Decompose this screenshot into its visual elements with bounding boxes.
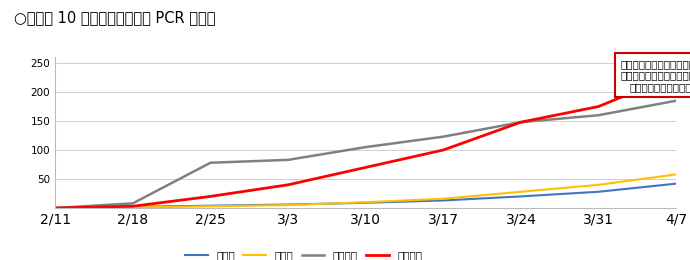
和歌山市 xyxy=(284,183,292,186)
和歌山市 xyxy=(362,166,370,169)
大阪府 xyxy=(594,183,603,186)
Line: 東京都: 東京都 xyxy=(55,184,676,208)
Line: 和歌山縣: 和歌山縣 xyxy=(55,101,676,208)
東京都 xyxy=(517,195,525,198)
東京都 xyxy=(206,204,215,207)
和歌山縣 xyxy=(284,158,292,161)
東京都 xyxy=(284,203,292,206)
Line: 和歌山市: 和歌山市 xyxy=(55,75,676,208)
和歌山市 xyxy=(594,105,603,108)
和歌山縣 xyxy=(128,202,137,205)
Legend: 東京都, 大阪府, 和歌山縣, 和歌山市: 東京都, 大阪府, 和歌山縣, 和歌山市 xyxy=(181,246,426,260)
Text: 軽症者にも検査するなど潜在
的な感染者の洗い出しを行う
クラスター対策を継続: 軽症者にも検査するなど潜在 的な感染者の洗い出しを行う クラスター対策を継続 xyxy=(620,59,690,92)
東京都 xyxy=(51,206,59,210)
東京都 xyxy=(362,201,370,204)
和歌山市 xyxy=(206,195,215,198)
東京都 xyxy=(594,190,603,193)
和歌山市 xyxy=(51,206,59,210)
和歌山縣 xyxy=(362,146,370,149)
Line: 大阪府: 大阪府 xyxy=(55,174,676,208)
和歌山市 xyxy=(672,73,680,76)
大阪府 xyxy=(517,190,525,193)
大阪府 xyxy=(128,206,137,209)
東京都 xyxy=(672,182,680,185)
和歌山縣 xyxy=(51,206,59,210)
和歌山縣 xyxy=(439,135,447,138)
和歌山縣 xyxy=(517,121,525,124)
大阪府 xyxy=(284,204,292,207)
和歌山市 xyxy=(439,148,447,152)
大阪府 xyxy=(51,206,59,210)
Text: ○　人口 10 万人当たりの累計 PCR 検査数: ○ 人口 10 万人当たりの累計 PCR 検査数 xyxy=(14,10,215,25)
和歌山市 xyxy=(517,121,525,124)
東京都 xyxy=(128,205,137,209)
大阪府 xyxy=(206,205,215,208)
和歌山縣 xyxy=(594,114,603,117)
和歌山縣 xyxy=(672,99,680,102)
和歌山市 xyxy=(128,205,137,208)
和歌山縣 xyxy=(206,161,215,164)
大阪府 xyxy=(672,173,680,176)
大阪府 xyxy=(439,197,447,200)
大阪府 xyxy=(362,201,370,204)
東京都 xyxy=(439,199,447,202)
